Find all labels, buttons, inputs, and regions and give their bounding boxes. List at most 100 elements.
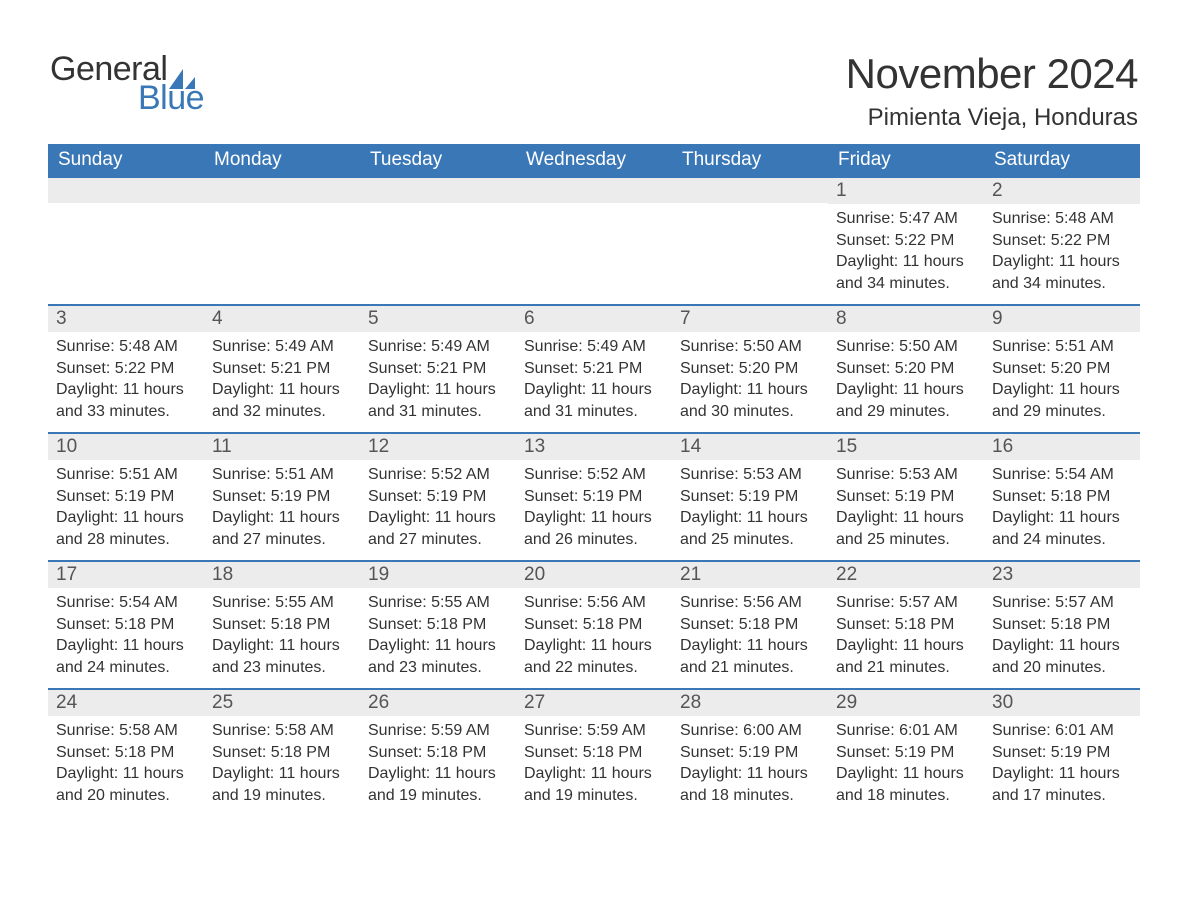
- calendar-week-row: 1Sunrise: 5:47 AMSunset: 5:22 PMDaylight…: [48, 176, 1140, 304]
- calendar-cell: 27Sunrise: 5:59 AMSunset: 5:18 PMDayligh…: [516, 688, 672, 816]
- sunrise-value: 5:54 AM: [119, 594, 178, 611]
- sunrise-label: Sunrise:: [56, 338, 115, 355]
- daylight-line: Daylight: 11 hours and 29 minutes.: [836, 379, 976, 422]
- calendar-cell: 29Sunrise: 6:01 AMSunset: 5:19 PMDayligh…: [828, 688, 984, 816]
- daylight-label: Daylight:: [992, 253, 1054, 270]
- sunset-line: Sunset: 5:19 PM: [212, 486, 352, 508]
- sunrise-label: Sunrise:: [680, 338, 739, 355]
- sunrise-label: Sunrise:: [680, 466, 739, 483]
- daylight-line: Daylight: 11 hours and 18 minutes.: [680, 763, 820, 806]
- calendar-cell: 22Sunrise: 5:57 AMSunset: 5:18 PMDayligh…: [828, 560, 984, 688]
- sunset-value: 5:20 PM: [895, 360, 955, 377]
- sunrise-value: 5:54 AM: [1055, 466, 1114, 483]
- day-body: Sunrise: 5:48 AMSunset: 5:22 PMDaylight:…: [48, 332, 204, 430]
- sunset-line: Sunset: 5:18 PM: [992, 486, 1132, 508]
- daylight-line: Daylight: 11 hours and 27 minutes.: [368, 507, 508, 550]
- sunset-line: Sunset: 5:20 PM: [992, 358, 1132, 380]
- sunrise-label: Sunrise:: [212, 338, 271, 355]
- calendar-cell: 19Sunrise: 5:55 AMSunset: 5:18 PMDayligh…: [360, 560, 516, 688]
- day-body: Sunrise: 5:58 AMSunset: 5:18 PMDaylight:…: [48, 716, 204, 814]
- day-body: Sunrise: 5:49 AMSunset: 5:21 PMDaylight:…: [360, 332, 516, 430]
- daylight-line: Daylight: 11 hours and 25 minutes.: [680, 507, 820, 550]
- sunset-line: Sunset: 5:18 PM: [524, 614, 664, 636]
- daylight-line: Daylight: 11 hours and 24 minutes.: [992, 507, 1132, 550]
- sunset-line: Sunset: 5:18 PM: [836, 614, 976, 636]
- day-body: Sunrise: 5:51 AMSunset: 5:19 PMDaylight:…: [204, 460, 360, 558]
- sunset-label: Sunset:: [992, 744, 1046, 761]
- sunset-line: Sunset: 5:18 PM: [212, 614, 352, 636]
- sunrise-value: 5:51 AM: [1055, 338, 1114, 355]
- sunrise-label: Sunrise:: [212, 722, 271, 739]
- empty-daynum-bar: [672, 176, 828, 203]
- sunset-label: Sunset:: [524, 616, 578, 633]
- sunrise-value: 5:58 AM: [119, 722, 178, 739]
- daylight-line: Daylight: 11 hours and 30 minutes.: [680, 379, 820, 422]
- weekday-header: Tuesday: [360, 144, 516, 176]
- sunrise-line: Sunrise: 5:49 AM: [368, 336, 508, 358]
- month-title: November 2024: [846, 50, 1138, 98]
- day-body: Sunrise: 5:54 AMSunset: 5:18 PMDaylight:…: [984, 460, 1140, 558]
- daylight-label: Daylight:: [680, 509, 742, 526]
- daylight-label: Daylight:: [680, 637, 742, 654]
- day-number: 26: [360, 688, 516, 716]
- sunrise-value: 6:01 AM: [899, 722, 958, 739]
- day-body: Sunrise: 5:54 AMSunset: 5:18 PMDaylight:…: [48, 588, 204, 686]
- calendar-cell: 1Sunrise: 5:47 AMSunset: 5:22 PMDaylight…: [828, 176, 984, 304]
- daylight-label: Daylight:: [212, 765, 274, 782]
- sunrise-line: Sunrise: 5:50 AM: [680, 336, 820, 358]
- sunset-value: 5:21 PM: [427, 360, 487, 377]
- sunrise-value: 5:50 AM: [899, 338, 958, 355]
- day-body: Sunrise: 5:50 AMSunset: 5:20 PMDaylight:…: [672, 332, 828, 430]
- daylight-line: Daylight: 11 hours and 28 minutes.: [56, 507, 196, 550]
- calendar-cell: 4Sunrise: 5:49 AMSunset: 5:21 PMDaylight…: [204, 304, 360, 432]
- sunset-line: Sunset: 5:20 PM: [836, 358, 976, 380]
- sunset-line: Sunset: 5:18 PM: [368, 742, 508, 764]
- daylight-line: Daylight: 11 hours and 33 minutes.: [56, 379, 196, 422]
- daylight-line: Daylight: 11 hours and 32 minutes.: [212, 379, 352, 422]
- sunrise-line: Sunrise: 5:53 AM: [836, 464, 976, 486]
- sunset-value: 5:18 PM: [1051, 488, 1111, 505]
- sunrise-label: Sunrise:: [836, 594, 895, 611]
- day-body: Sunrise: 6:01 AMSunset: 5:19 PMDaylight:…: [828, 716, 984, 814]
- sunset-value: 5:18 PM: [583, 616, 643, 633]
- sunset-label: Sunset:: [212, 616, 266, 633]
- sunset-line: Sunset: 5:19 PM: [368, 486, 508, 508]
- sunrise-value: 5:48 AM: [119, 338, 178, 355]
- weekday-header: Monday: [204, 144, 360, 176]
- sunrise-label: Sunrise:: [368, 466, 427, 483]
- sunrise-line: Sunrise: 5:59 AM: [524, 720, 664, 742]
- sunrise-line: Sunrise: 5:56 AM: [680, 592, 820, 614]
- sunrise-label: Sunrise:: [836, 210, 895, 227]
- daylight-line: Daylight: 11 hours and 20 minutes.: [56, 763, 196, 806]
- calendar-cell: 20Sunrise: 5:56 AMSunset: 5:18 PMDayligh…: [516, 560, 672, 688]
- day-number: 25: [204, 688, 360, 716]
- daylight-label: Daylight:: [836, 509, 898, 526]
- sunset-line: Sunset: 5:21 PM: [212, 358, 352, 380]
- day-number: 30: [984, 688, 1140, 716]
- calendar-cell: 2Sunrise: 5:48 AMSunset: 5:22 PMDaylight…: [984, 176, 1140, 304]
- daylight-label: Daylight:: [56, 637, 118, 654]
- location: Pimienta Vieja, Honduras: [846, 104, 1138, 132]
- sunset-label: Sunset:: [56, 744, 110, 761]
- sunrise-line: Sunrise: 6:01 AM: [992, 720, 1132, 742]
- daylight-line: Daylight: 11 hours and 22 minutes.: [524, 635, 664, 678]
- daylight-line: Daylight: 11 hours and 26 minutes.: [524, 507, 664, 550]
- sunrise-value: 5:47 AM: [899, 210, 958, 227]
- calendar-cell: 28Sunrise: 6:00 AMSunset: 5:19 PMDayligh…: [672, 688, 828, 816]
- daylight-line: Daylight: 11 hours and 25 minutes.: [836, 507, 976, 550]
- daylight-line: Daylight: 11 hours and 34 minutes.: [992, 251, 1132, 294]
- sunrise-label: Sunrise:: [680, 722, 739, 739]
- sunset-value: 5:19 PM: [1051, 744, 1111, 761]
- day-number: 28: [672, 688, 828, 716]
- day-body: Sunrise: 5:55 AMSunset: 5:18 PMDaylight:…: [360, 588, 516, 686]
- daylight-label: Daylight:: [836, 253, 898, 270]
- sunrise-value: 5:59 AM: [431, 722, 490, 739]
- sunset-line: Sunset: 5:21 PM: [524, 358, 664, 380]
- day-body: Sunrise: 5:49 AMSunset: 5:21 PMDaylight:…: [516, 332, 672, 430]
- header: General Blue November 2024 Pimienta Viej…: [20, 20, 1168, 132]
- day-body: Sunrise: 5:51 AMSunset: 5:20 PMDaylight:…: [984, 332, 1140, 430]
- sunrise-label: Sunrise:: [212, 466, 271, 483]
- sunrise-value: 5:52 AM: [587, 466, 646, 483]
- day-number: 18: [204, 560, 360, 588]
- sunset-label: Sunset:: [992, 232, 1046, 249]
